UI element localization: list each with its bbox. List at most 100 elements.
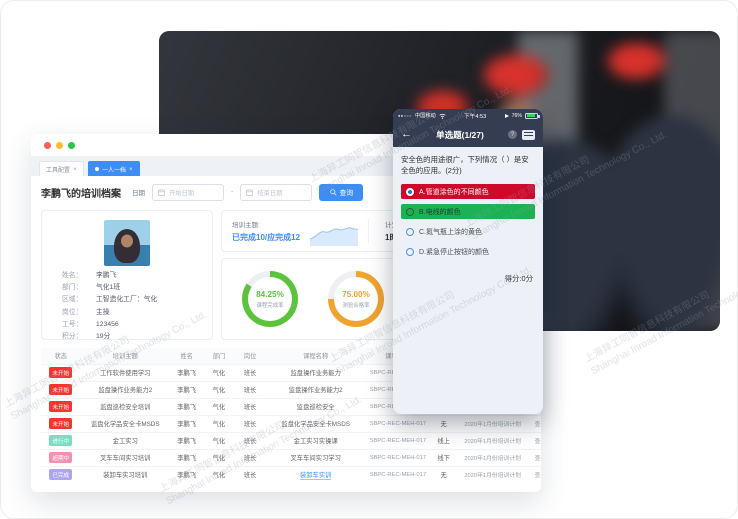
- table-cell: 班长: [234, 448, 266, 466]
- profile-card: 姓名： 李鹏飞 部门： 气化1班 区域： 工智造化工厂：气化 岗位： 主操 工号： 123456 积…: [41, 210, 213, 340]
- table-cell: 气化: [203, 465, 235, 483]
- course-code-cell: SBPC-REC-MEH-017: [365, 431, 431, 449]
- trend-sparkline: [310, 227, 359, 246]
- end-date-input[interactable]: 结束日期: [240, 183, 313, 201]
- table-cell: 班长: [234, 465, 266, 483]
- date-label: 日期: [132, 190, 145, 197]
- table-cell: 班长: [234, 380, 266, 398]
- table-cell: 李鹏飞: [170, 397, 204, 415]
- course-cell: 监盘操作业务能力2: [265, 380, 366, 398]
- red-helmet-icon: [484, 55, 549, 95]
- tab-label: 工具配置: [46, 167, 71, 174]
- close-window-icon[interactable]: [44, 141, 51, 149]
- phone-quiz-screen: ●●○○○ 中国移动 下午4:53 76% ← 单选题(1/27) ? 安全色的…: [393, 109, 543, 414]
- view-action-link[interactable]: 查看: [527, 431, 541, 449]
- course-code-cell: SBPC-REC-MEH-017: [365, 448, 431, 466]
- training-mode-cell: 线上: [430, 431, 458, 449]
- option-b[interactable]: B.电线的颜色: [401, 204, 535, 219]
- profile-field: 工号： 123456: [62, 319, 212, 331]
- tab-one-person-one-file[interactable]: 一人一档 ×: [87, 161, 140, 176]
- table-cell: 气化: [203, 414, 235, 432]
- minimize-window-icon[interactable]: [56, 141, 63, 149]
- table-cell: 气化: [203, 380, 235, 398]
- column-header: 岗位: [234, 348, 266, 364]
- question-counter-title: 单选题(1/27): [436, 129, 484, 140]
- table-cell: 李鹏飞: [170, 380, 204, 398]
- red-helmet-icon: [607, 43, 666, 79]
- status-badge: 未开始: [49, 384, 73, 395]
- start-date-input[interactable]: 开始日期: [152, 183, 224, 201]
- option-c[interactable]: C.氮气瓶上涂的黄色: [401, 224, 535, 239]
- status-badge: 未开始: [49, 367, 73, 378]
- search-icon: [329, 188, 337, 196]
- table-cell: 气化: [203, 363, 235, 381]
- avatar: [104, 220, 150, 266]
- donut-value: 75.00%: [342, 289, 370, 299]
- training-plan-cell: 2020年1月份培训计划: [457, 465, 528, 483]
- topic-progress: 培训主题: 已完成10/应完成12: [222, 219, 310, 243]
- profile-field: 岗位： 主操: [62, 307, 212, 319]
- table-cell: 班长: [234, 363, 266, 381]
- answer-sheet-icon[interactable]: [522, 129, 535, 140]
- field-label: 岗位：: [62, 308, 83, 316]
- table-cell: 李鹏飞: [170, 465, 204, 483]
- course-link[interactable]: 装卸车实训: [299, 472, 332, 481]
- table-row: 未开始 监盘化学品安全卡MSDS 李鹏飞 气化 班长 监盘化学品安全卡MSDS SBPC-R…: [41, 414, 541, 432]
- column-header: 课程名称: [265, 348, 366, 364]
- start-date-placeholder: 开始日期: [169, 189, 195, 197]
- date-separator: -: [231, 188, 234, 196]
- table-cell: 气化: [203, 397, 235, 415]
- training-mode-cell: 无: [430, 465, 458, 483]
- score-label: 得分:0分: [504, 274, 533, 283]
- course-code-cell: SBPC-REC-MEH-017: [365, 414, 431, 432]
- training-plan-cell: 2020年1月份培训计划: [457, 431, 528, 449]
- table-cell: 班长: [234, 431, 266, 449]
- table-cell: 叉车车间实习培训: [80, 448, 171, 466]
- table-cell: 李鹏飞: [170, 431, 204, 449]
- search-button[interactable]: 查询: [319, 183, 364, 201]
- table-cell: 班长: [234, 414, 266, 432]
- view-action-link[interactable]: 查看: [527, 448, 541, 466]
- signal-icon: ●●○○○: [398, 113, 412, 118]
- column-header: 状态: [41, 348, 81, 364]
- donut-label: 测验合格率: [342, 302, 370, 309]
- table-cell: 李鹏飞: [170, 363, 204, 381]
- column-header: 培训主题: [80, 348, 171, 364]
- close-tab-icon[interactable]: ×: [73, 165, 77, 173]
- status-badge: 未开始: [49, 418, 73, 429]
- topic-value: 已完成10/应完成12: [232, 233, 301, 242]
- field-label: 部门：: [62, 284, 83, 292]
- profile-field: 姓名： 李鹏飞: [62, 270, 212, 282]
- option-a[interactable]: A.管道涂色的不同颜色: [401, 184, 535, 199]
- field-label: 积分：: [62, 333, 83, 341]
- status-badge: 超期中: [49, 452, 73, 463]
- help-icon[interactable]: ?: [508, 130, 517, 139]
- maximize-window-icon[interactable]: [68, 141, 75, 149]
- radio-icon: [406, 187, 414, 196]
- profile-field: 区域： 工智造化工厂：气化: [62, 294, 212, 306]
- option-d[interactable]: D.紧急停止按钮的颜色: [401, 244, 535, 259]
- back-icon[interactable]: ←: [401, 128, 412, 140]
- tab-label: 一人一档: [101, 167, 126, 174]
- radio-icon: [406, 207, 414, 216]
- field-label: 工号：: [62, 320, 83, 328]
- table-cell: 金工实习: [80, 431, 171, 449]
- field-label: 区域：: [62, 296, 83, 304]
- radio-icon: [406, 247, 414, 256]
- table-cell: 班长: [234, 397, 266, 415]
- profile-field: 积分： 19分: [62, 331, 212, 343]
- tab-tool-config[interactable]: 工具配置 ×: [39, 161, 84, 176]
- course-cell: 叉车车间实习学习: [265, 448, 366, 466]
- column-header: 姓名: [170, 348, 204, 364]
- field-label: 姓名：: [62, 272, 83, 279]
- option-label: C.氮气瓶上涂的黄色: [419, 228, 482, 236]
- option-label: D.紧急停止按钮的颜色: [419, 248, 489, 256]
- training-mode-cell: 线下: [430, 448, 458, 466]
- view-action-link[interactable]: 查看: [527, 414, 541, 432]
- table-row: 进行中 金工实习 李鹏飞 气化 班长 金工实习实操课 SBPC-REC-MEH-017 线上 2…: [41, 431, 541, 449]
- close-tab-icon[interactable]: ×: [128, 165, 133, 173]
- donut-chart: 84.25% 课程完成率: [242, 271, 298, 327]
- table-cell: 监盘操作业务能力2: [80, 380, 171, 398]
- view-action-link[interactable]: 查看: [527, 465, 541, 483]
